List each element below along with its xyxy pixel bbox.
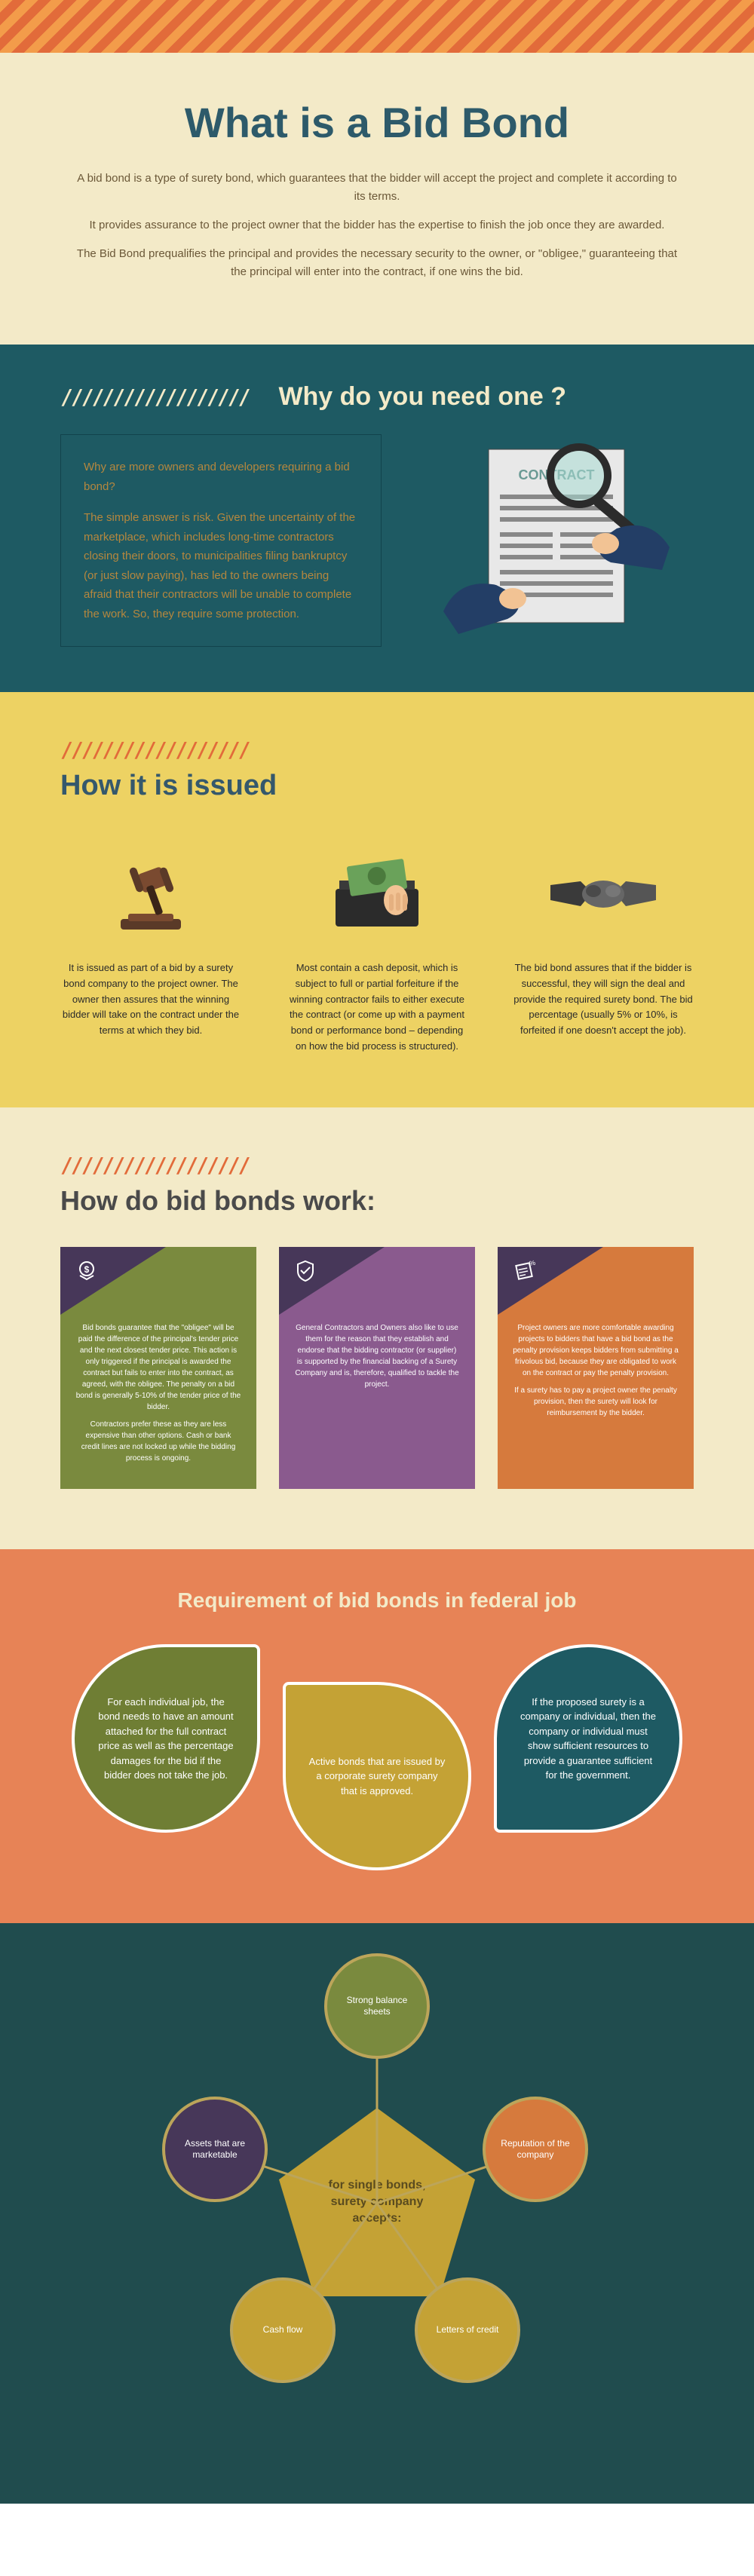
why-text-box: Why are more owners and developers requi… [60, 434, 382, 647]
work-title: How do bid bonds work: [60, 1185, 694, 1217]
card-text-1: General Contractors and Owners also like… [294, 1322, 460, 1390]
work-card-2: General Contractors and Owners also like… [279, 1247, 475, 1489]
work-card-1: $ Bid bonds guarantee that the "obligee" … [60, 1247, 256, 1489]
intro-text-2: It provides assurance to the project own… [75, 216, 679, 234]
federal-leaf-1: For each individual job, the bond needs … [72, 1644, 260, 1833]
federal-title: Requirement of bid bonds in federal job [60, 1587, 694, 1614]
accept-section: for single bonds, surety company accepts… [0, 1923, 754, 2504]
intro-text-1: A bid bond is a type of surety bond, whi… [75, 170, 679, 206]
accept-node-1: Strong balance sheets [324, 1953, 430, 2059]
card-icon [290, 1258, 320, 1288]
hatch-decoration: ////////////////// [60, 1153, 248, 1178]
work-section: ////////////////// How do bid bonds work… [0, 1107, 754, 1549]
issued-col-2-text: Most contain a cash deposit, which is su… [287, 960, 467, 1055]
card-text-1: Project owners are more comfortable awar… [513, 1322, 679, 1379]
svg-text:%: % [529, 1259, 536, 1267]
why-answer: The simple answer is risk. Given the unc… [84, 508, 358, 623]
issued-col-1: It is issued as part of a bid by a suret… [60, 840, 241, 1055]
stripe-header [0, 0, 754, 53]
intro-section: What is a Bid Bond A bid bond is a type … [0, 53, 754, 345]
issued-col-3-text: The bid bond assures that if the bidder … [513, 960, 694, 1039]
issued-col-3: The bid bond assures that if the bidder … [513, 840, 694, 1055]
why-section: ////////////////// Why do you need one ?… [0, 345, 754, 692]
card-icon: $ [72, 1258, 102, 1288]
accept-node-4: Cash flow [230, 2277, 336, 2383]
federal-leaf-2: Active bonds that are issued by a corpor… [283, 1682, 471, 1870]
gavel-icon [60, 840, 241, 945]
issued-section: ////////////////// How it is issued It i… [0, 692, 754, 1107]
issued-col-2: Most contain a cash deposit, which is su… [287, 840, 467, 1055]
federal-section: Requirement of bid bonds in federal job … [0, 1549, 754, 1923]
hatch-decoration: ////////////////// [60, 737, 248, 762]
card-text-2: Contractors prefer these as they are les… [75, 1419, 241, 1464]
cash-deposit-icon [287, 840, 467, 945]
issued-title: How it is issued [60, 770, 694, 802]
card-icon: % [509, 1258, 539, 1288]
accept-node-5: Assets that are marketable [162, 2097, 268, 2202]
intro-text-3: The Bid Bond prequalifies the principal … [75, 245, 679, 281]
handshake-icon [513, 840, 694, 945]
card-text-2: If a surety has to pay a project owner t… [513, 1385, 679, 1419]
why-title: Why do you need one ? [278, 382, 566, 412]
svg-text:$: $ [84, 1264, 90, 1275]
issued-col-1-text: It is issued as part of a bid by a suret… [60, 960, 241, 1039]
accept-node-2: Reputation of the company [483, 2097, 588, 2202]
accept-node-3: Letters of credit [415, 2277, 520, 2383]
hatch-decoration: ////////////////// [60, 384, 248, 409]
federal-leaf-3: If the proposed surety is a company or i… [494, 1644, 682, 1833]
contract-illustration: CONTRACT [419, 434, 694, 645]
why-question: Why are more owners and developers requi… [84, 458, 358, 496]
card-text-1: Bid bonds guarantee that the "obligee" w… [75, 1322, 241, 1413]
page-title: What is a Bid Bond [75, 98, 679, 147]
work-card-3: % Project owners are more comfortable awa… [498, 1247, 694, 1489]
